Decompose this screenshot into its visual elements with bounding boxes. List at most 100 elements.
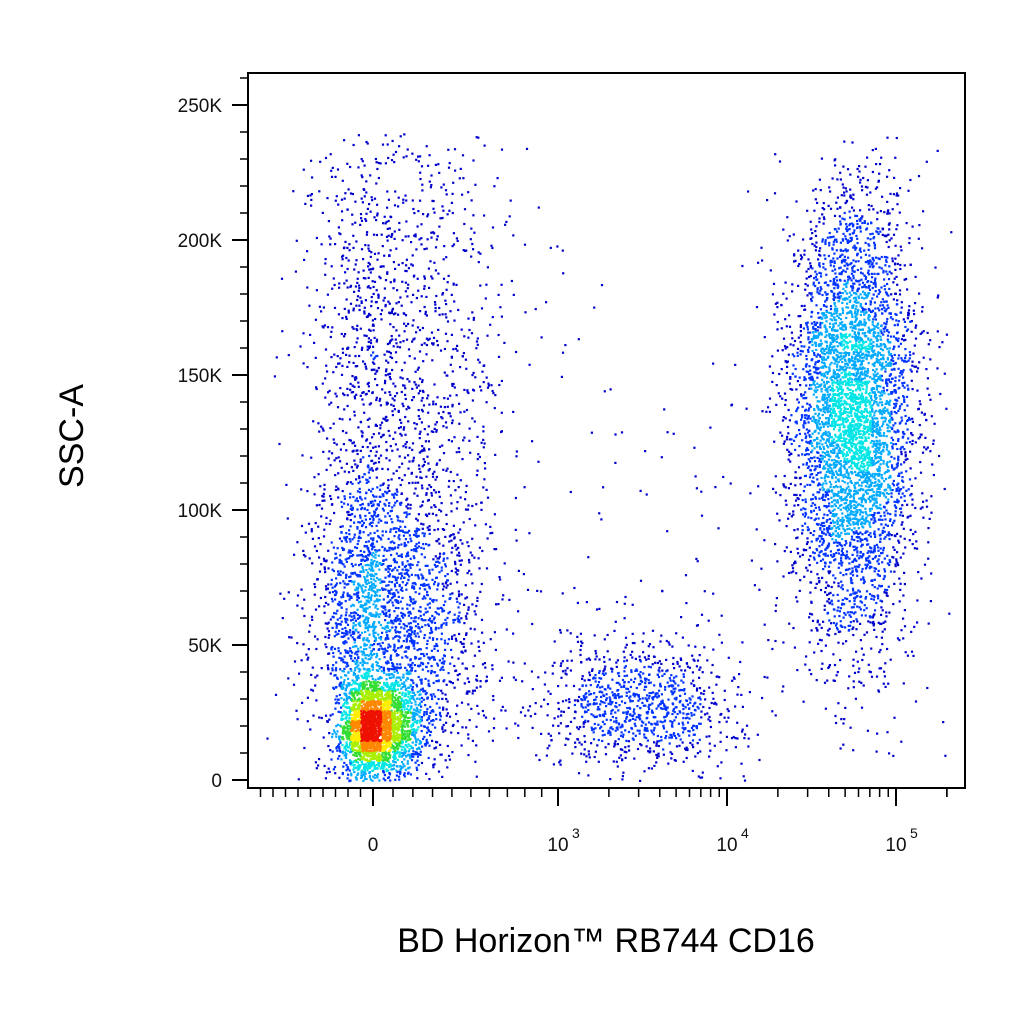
- data-point: [720, 614, 723, 617]
- data-point: [673, 667, 676, 670]
- data-point: [889, 518, 892, 521]
- data-point: [373, 356, 376, 359]
- data-point: [831, 260, 834, 263]
- data-point: [302, 168, 305, 171]
- data-point: [480, 389, 483, 392]
- data-point: [883, 537, 886, 540]
- data-point: [640, 720, 644, 723]
- data-point: [677, 733, 680, 736]
- data-point: [897, 387, 900, 390]
- data-point: [873, 595, 876, 598]
- data-point: [784, 347, 787, 350]
- data-point: [609, 698, 612, 701]
- data-point: [842, 574, 845, 577]
- data-point: [433, 616, 436, 619]
- data-point: [515, 350, 518, 354]
- data-point: [352, 361, 355, 364]
- data-point: [346, 394, 349, 397]
- data-point: [480, 441, 483, 444]
- data-point: [372, 329, 375, 332]
- data-point: [452, 348, 455, 351]
- data-point: [406, 507, 409, 510]
- data-point: [808, 641, 811, 644]
- data-point: [363, 164, 366, 167]
- data-point: [586, 700, 590, 703]
- data-point: [508, 215, 511, 218]
- data-point: [639, 579, 643, 582]
- data-point: [849, 577, 852, 580]
- data-point: [426, 238, 429, 241]
- data-point: [416, 225, 419, 228]
- data-point: [687, 712, 690, 715]
- data-point: [852, 223, 855, 226]
- data-point: [859, 209, 862, 212]
- data-point: [917, 175, 921, 178]
- data-point: [802, 238, 805, 241]
- data-point: [430, 275, 433, 278]
- data-point: [391, 540, 394, 543]
- data-point: [907, 515, 910, 518]
- data-point: [370, 502, 373, 505]
- data-point: [802, 507, 805, 510]
- data-point: [699, 750, 702, 753]
- data-point: [902, 682, 905, 685]
- data-point: [896, 464, 899, 467]
- data-point: [415, 475, 418, 478]
- data-point: [874, 567, 878, 570]
- data-point: [852, 620, 855, 623]
- data-point: [859, 219, 862, 222]
- data-point: [418, 467, 421, 470]
- data-point: [445, 714, 448, 717]
- data-point: [424, 611, 427, 614]
- data-point: [775, 597, 778, 600]
- data-point: [881, 529, 884, 532]
- data-point: [393, 204, 397, 207]
- data-point: [797, 336, 800, 339]
- data-point: [391, 493, 394, 496]
- data-point: [455, 451, 458, 454]
- data-point: [860, 185, 864, 188]
- data-point: [627, 745, 630, 748]
- data-point: [431, 719, 434, 722]
- data-point: [476, 337, 479, 340]
- data-point: [473, 689, 476, 692]
- data-point: [392, 437, 395, 440]
- data-point: [451, 384, 454, 387]
- data-point: [614, 696, 617, 700]
- data-point: [614, 461, 617, 464]
- data-point: [472, 248, 475, 251]
- data-point: [419, 310, 422, 313]
- data-point: [921, 247, 924, 250]
- data-point: [420, 237, 423, 240]
- data-point: [395, 342, 398, 345]
- data-point: [653, 684, 656, 687]
- data-point: [782, 416, 785, 419]
- data-point: [604, 665, 607, 668]
- data-point: [362, 277, 365, 280]
- data-point: [622, 685, 626, 688]
- data-point: [813, 503, 817, 506]
- data-point: [896, 483, 899, 486]
- data-point: [384, 379, 387, 382]
- data-point: [414, 655, 417, 659]
- data-point: [620, 695, 623, 698]
- data-point: [922, 330, 925, 333]
- data-point: [422, 543, 425, 546]
- data-point: [665, 639, 668, 643]
- data-point: [807, 558, 811, 561]
- data-point: [815, 241, 818, 244]
- data-point: [831, 269, 834, 272]
- data-point: [281, 617, 284, 620]
- data-point: [472, 159, 475, 162]
- data-point: [424, 619, 427, 622]
- data-point: [349, 496, 352, 499]
- data-point: [373, 336, 376, 339]
- data-point: [325, 516, 328, 519]
- data-point: [619, 734, 623, 737]
- data-point: [406, 772, 410, 775]
- data-point: [771, 371, 775, 375]
- data-point: [827, 254, 830, 258]
- data-point: [785, 438, 788, 441]
- data-point: [422, 523, 425, 526]
- data-point: [869, 191, 872, 194]
